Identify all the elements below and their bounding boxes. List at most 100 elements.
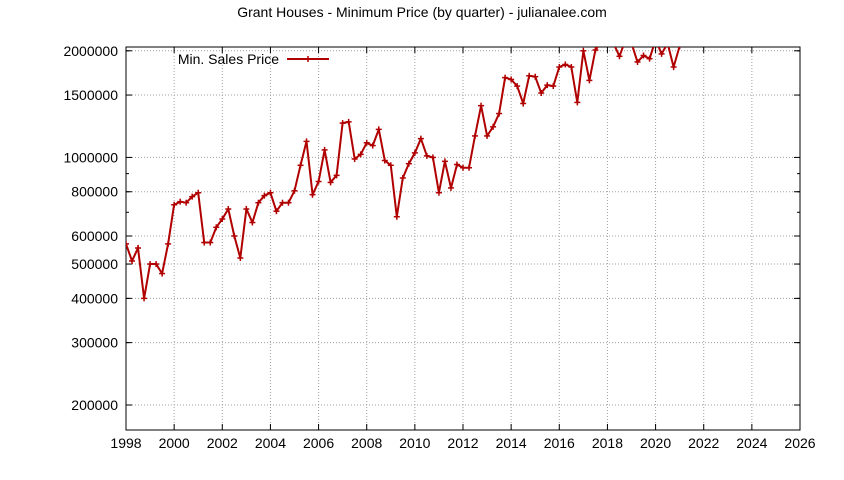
data-point [574, 99, 581, 106]
data-point [453, 161, 460, 168]
data-point [363, 139, 370, 146]
y-tick-label: 200000 [71, 397, 118, 413]
data-point [303, 138, 310, 145]
data-point [447, 184, 454, 191]
data-point [327, 179, 334, 186]
data-point [478, 102, 485, 109]
x-tick-label: 1998 [110, 435, 141, 451]
data-point [472, 132, 479, 139]
data-point [484, 132, 491, 139]
data-point [387, 162, 394, 169]
y-tick-label: 1000000 [63, 149, 118, 165]
data-point [411, 149, 418, 156]
data-point [147, 261, 154, 268]
data-point [598, 39, 604, 45]
x-tick-label: 2026 [784, 435, 815, 451]
data-point [285, 199, 292, 206]
data-point [375, 126, 382, 133]
legend: Min. Sales Price [178, 51, 329, 67]
data-point [670, 64, 677, 71]
x-tick-label: 2024 [736, 435, 767, 451]
data-point [126, 240, 129, 247]
data-point [490, 123, 497, 130]
x-tick-label: 2000 [159, 435, 190, 451]
data-point [417, 135, 424, 142]
plot-border [125, 46, 801, 431]
data-point [357, 151, 364, 158]
data-point [629, 40, 635, 46]
tick-labels: 1998 2000 2002 2004 2006 2008 2010 2012 2014 2016… [63, 43, 815, 451]
data-point [249, 219, 256, 226]
data-point [532, 73, 539, 80]
x-tick-label: 2010 [399, 435, 430, 451]
data-point [135, 244, 142, 251]
data-point [562, 61, 569, 68]
data-point [405, 160, 412, 167]
data-point [441, 158, 448, 165]
data-point [393, 213, 400, 220]
data-point [153, 261, 160, 268]
data-point [369, 142, 376, 149]
axes [125, 46, 801, 431]
data-point [201, 239, 208, 246]
x-tick-label: 2020 [640, 435, 671, 451]
data-point [568, 64, 575, 71]
data-point [544, 82, 551, 89]
grid [125, 47, 801, 430]
legend-label: Min. Sales Price [178, 51, 279, 67]
data-point [297, 162, 304, 169]
y-tick-label: 400000 [71, 290, 118, 306]
data-point [640, 52, 647, 59]
data-point [435, 189, 442, 196]
data-point [189, 193, 196, 200]
data-point [165, 240, 172, 247]
data-point [243, 206, 250, 213]
data-point [381, 157, 388, 164]
data-point [213, 224, 220, 231]
data-point [291, 187, 298, 194]
x-tick-label: 2008 [351, 435, 382, 451]
x-tick-label: 2022 [688, 435, 719, 451]
data-point [219, 216, 226, 223]
x-tick-label: 2012 [447, 435, 478, 451]
data-point [255, 199, 262, 206]
data-point [520, 100, 527, 107]
data-point [171, 201, 178, 208]
data-point [195, 189, 202, 196]
data-point [508, 76, 515, 83]
data-point [141, 295, 148, 302]
data-point [586, 77, 593, 84]
data-point [538, 90, 545, 97]
data-point [496, 110, 503, 117]
data-point [526, 72, 533, 79]
data-point [321, 146, 328, 153]
data-point [550, 83, 557, 90]
data-point [502, 74, 509, 81]
data-point [460, 164, 466, 171]
data-point [351, 155, 358, 162]
data-point [237, 255, 244, 262]
x-tick-label: 2006 [303, 435, 334, 451]
data-point [423, 152, 430, 159]
y-tick-label: 300000 [71, 335, 118, 351]
data-point [658, 50, 665, 57]
y-tick-label: 600000 [71, 228, 118, 244]
data-point [267, 189, 274, 196]
data-point [514, 83, 521, 90]
plot-area [126, 37, 683, 302]
data-point [273, 208, 280, 215]
data-point [309, 191, 316, 198]
x-tick-label: 2004 [255, 435, 286, 451]
data-point [345, 118, 352, 125]
data-point [399, 174, 406, 181]
data-point [279, 199, 286, 206]
series [126, 37, 683, 302]
y-tick-label: 800000 [71, 184, 118, 200]
data-point [466, 164, 473, 171]
y-tick-label: 500000 [71, 256, 118, 272]
data-point [646, 55, 653, 62]
data-point [622, 37, 628, 43]
data-point [333, 172, 340, 179]
data-point [665, 40, 671, 46]
